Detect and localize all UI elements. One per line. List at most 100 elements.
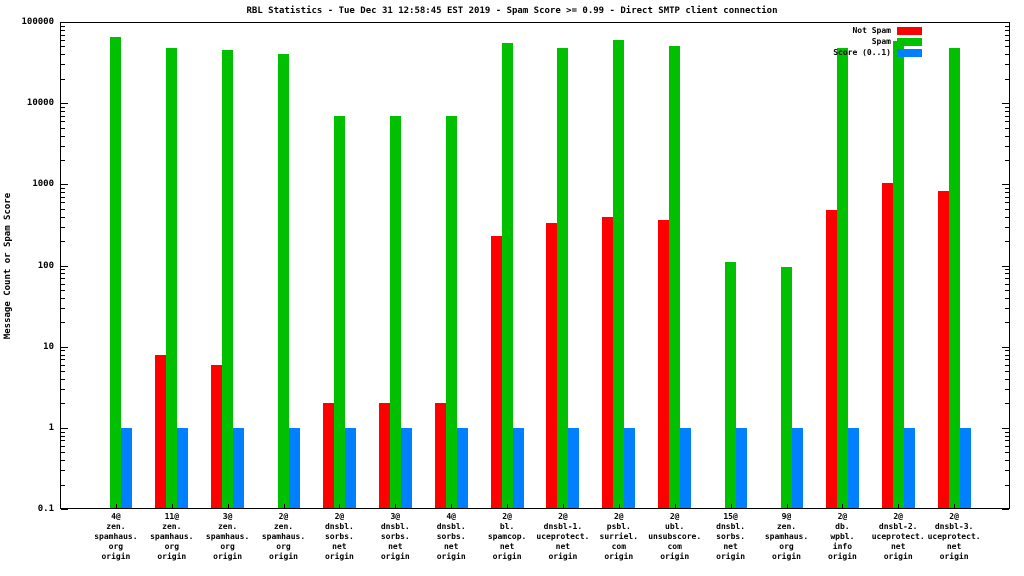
- y-minor-tick-mark: [61, 269, 65, 271]
- y-minor-tick-mark: [1005, 371, 1009, 373]
- x-tick-mark: [786, 504, 788, 508]
- x-tick-mark: [283, 504, 285, 508]
- x-category-label: 15@ dnsbl. sorbs. net origin: [716, 512, 746, 561]
- y-minor-tick-mark: [1005, 435, 1009, 437]
- y-tick-label: 1: [48, 422, 54, 433]
- y-minor-tick-mark: [61, 289, 65, 291]
- bar-not-spam: [490, 236, 502, 509]
- y-minor-tick-mark: [1005, 127, 1009, 129]
- bar-not-spam: [155, 354, 167, 509]
- y-minor-tick-mark: [61, 226, 65, 228]
- y-minor-tick-mark: [61, 135, 65, 137]
- bar-score-0-1: [233, 427, 245, 509]
- y-minor-tick-mark: [1005, 34, 1009, 36]
- y-minor-tick-mark: [1005, 25, 1009, 27]
- legend-item-not-spam: Not Spam: [833, 25, 922, 36]
- x-tick-mark: [562, 504, 564, 508]
- x-category-label: 3@ zen. spamhaus. org origin: [205, 512, 250, 561]
- y-minor-tick-mark: [61, 208, 65, 210]
- bar-spam: [781, 267, 792, 509]
- y-minor-tick-mark: [1005, 226, 1009, 228]
- bar-spam: [836, 47, 848, 509]
- plot-border: [60, 22, 1010, 509]
- y-minor-tick-mark: [61, 297, 65, 299]
- bar-spam: [669, 46, 681, 509]
- y-tick-mark: [61, 184, 68, 186]
- x-category-label: 9@ zen. spamhaus. org origin: [764, 512, 809, 561]
- x-tick-mark: [898, 504, 900, 508]
- bar-score-0-1: [512, 427, 524, 509]
- y-minor-tick-mark: [1005, 470, 1009, 472]
- bar-score-0-1: [289, 427, 300, 509]
- bar-spam: [166, 47, 178, 509]
- y-minor-tick-mark: [61, 445, 65, 447]
- y-minor-tick-mark: [61, 460, 65, 462]
- y-minor-tick-mark: [1005, 188, 1009, 189]
- bar-score-0-1: [344, 427, 356, 509]
- x-category-label: 2@ ubl. unsubscore. com origin: [648, 512, 702, 561]
- y-minor-tick-mark: [61, 364, 65, 366]
- y-minor-tick-mark: [61, 241, 65, 243]
- x-category-label: 2@ bl. spamcop. net origin: [487, 512, 527, 561]
- y-minor-tick-mark: [1005, 269, 1009, 271]
- y-tick-mark: [1002, 184, 1009, 186]
- bar-score-0-1: [400, 427, 412, 509]
- y-minor-tick-mark: [1005, 440, 1009, 442]
- legend: Not Spam Spam Score (0..1): [833, 25, 922, 58]
- x-category-label: 2@ dnsbl. sorbs. net origin: [324, 512, 354, 561]
- y-minor-tick-mark: [1005, 196, 1009, 198]
- y-minor-tick-mark: [1005, 297, 1009, 299]
- y-minor-tick-mark: [1005, 78, 1009, 80]
- y-tick-mark: [1002, 509, 1009, 510]
- y-minor-tick-mark: [61, 111, 65, 112]
- y-minor-tick-mark: [61, 283, 65, 285]
- legend-swatch-score-0-1: [897, 48, 922, 57]
- bar-score-0-1: [456, 427, 468, 509]
- legend-item-score-0-1: Score (0..1): [833, 47, 922, 58]
- bar-not-spam: [322, 403, 334, 509]
- y-minor-tick-mark: [61, 484, 65, 486]
- y-minor-tick-mark: [61, 379, 65, 380]
- y-minor-tick-mark: [61, 106, 65, 108]
- bar-not-spam: [825, 209, 837, 509]
- bar-spam: [948, 47, 960, 509]
- y-minor-tick-mark: [1005, 445, 1009, 447]
- bar-not-spam: [602, 216, 614, 509]
- bar-spam: [389, 115, 401, 509]
- bar-spam: [613, 40, 625, 509]
- bar-score-0-1: [624, 427, 636, 509]
- x-tick-mark: [339, 504, 341, 508]
- bar-spam: [892, 41, 904, 509]
- y-minor-tick-mark: [61, 359, 65, 361]
- bar-not-spam: [378, 403, 390, 509]
- x-category-label: 2@ zen. spamhaus. org origin: [261, 512, 306, 561]
- y-minor-tick-mark: [61, 25, 65, 27]
- y-minor-tick-mark: [1005, 364, 1009, 366]
- bar-not-spam: [434, 403, 446, 509]
- x-category-label: 3@ dnsbl. sorbs. net origin: [380, 512, 410, 561]
- y-minor-tick-mark: [61, 435, 65, 437]
- y-minor-tick-mark: [61, 78, 65, 80]
- y-minor-tick-mark: [61, 371, 65, 373]
- bar-score-0-1: [847, 427, 859, 509]
- y-minor-tick-mark: [1005, 54, 1009, 56]
- y-tick-label: 100: [37, 260, 54, 271]
- y-tick-mark: [61, 22, 68, 23]
- y-tick-mark: [61, 103, 68, 105]
- bar-spam: [501, 43, 513, 509]
- y-minor-tick-mark: [61, 431, 65, 433]
- legend-label: Score (0..1): [833, 48, 891, 57]
- y-minor-tick-mark: [1005, 278, 1009, 280]
- x-tick-mark: [842, 504, 844, 508]
- y-minor-tick-mark: [61, 273, 65, 275]
- y-minor-tick-mark: [1005, 208, 1009, 210]
- x-category-label: 2@ dnsbl-2. uceprotect. net origin: [871, 512, 925, 561]
- y-minor-tick-mark: [61, 440, 65, 442]
- y-tick-mark: [1002, 427, 1009, 429]
- bar-score-0-1: [959, 427, 971, 509]
- y-minor-tick-mark: [61, 470, 65, 472]
- x-tick-mark: [115, 504, 117, 508]
- y-tick-label: 1000: [32, 179, 54, 190]
- bar-spam: [222, 50, 234, 509]
